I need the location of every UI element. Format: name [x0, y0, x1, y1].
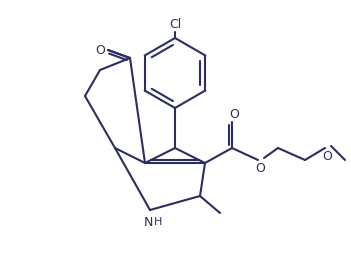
Text: H: H	[154, 217, 162, 227]
Text: O: O	[322, 149, 332, 163]
Text: N: N	[143, 215, 153, 228]
Text: Cl: Cl	[169, 19, 181, 31]
Text: O: O	[229, 109, 239, 122]
Text: O: O	[95, 44, 105, 56]
Text: O: O	[255, 161, 265, 174]
